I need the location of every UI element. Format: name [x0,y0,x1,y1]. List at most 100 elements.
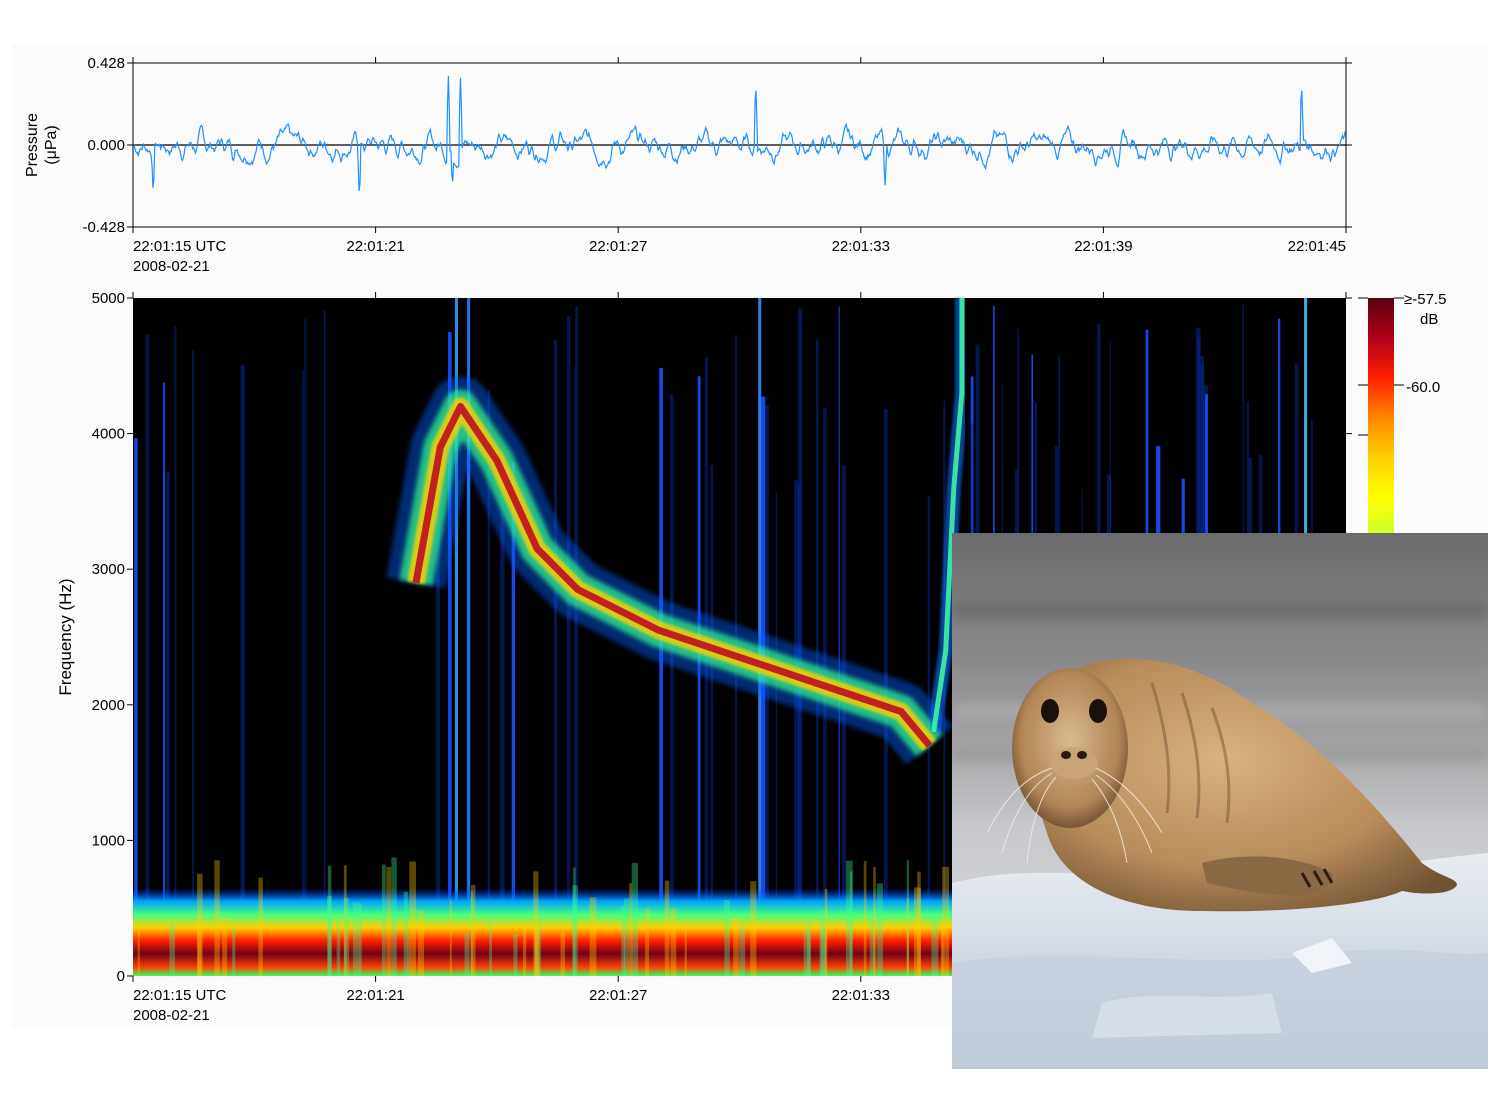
spectrogram-low-band-burst [386,866,392,976]
spectrogram-low-band-burst [629,883,633,976]
waveform-xtick-label: 22:01:39 [1074,238,1132,255]
spectrogram-call-trace [386,376,953,765]
spectrogram-low-band-burst [664,880,670,976]
seal-icon [952,533,1488,1069]
spectrogram-click-stripe [566,315,571,976]
spectrogram-low-band-burst [631,862,639,976]
spectrogram-low-band-burst [197,916,202,976]
colorbar-label-max: ≥-57.5 [1404,291,1446,308]
spectrogram-click-stripe [659,367,663,976]
waveform-yticks: 0.428 0.000 -0.428 [82,55,1352,236]
spectrogram-click-stripe [669,394,674,976]
spectrogram-low-band-burst [534,919,540,976]
spectrogram-low-band-burst [407,931,410,976]
spectrogram-low-band-burst [327,896,332,976]
spectrogram-click-stripe [710,464,714,976]
spectrogram-low-band-burst [409,861,417,976]
waveform-ylabel-line: (μPa) [43,125,60,164]
spectrogram-low-band-burst [573,867,576,976]
spectrogram-upsweep-core [931,298,965,733]
spectrogram-click-stripe [775,492,778,976]
colorbar-label-unit: dB [1420,311,1438,328]
spectrogram-click-stripe [553,340,558,976]
spectrogram-low-band-burst [724,900,730,976]
spectrogram-low-band-burst [513,934,518,976]
spectrogram-low-band-burst [196,873,203,976]
spectrogram-click-stripe [511,462,516,977]
spectrogram-low-band-burst [684,923,687,976]
spectrogram-low-band-burst [403,891,409,976]
waveform-ytick-label: 0.000 [87,137,125,154]
spectrogram-low-band-burst [645,908,650,976]
spectrogram-xtick-label: 22:01:27 [589,987,647,1004]
spectrogram-low-band-burst [941,928,944,976]
spectrogram-low-band-burst [917,871,921,976]
spectrogram-low-band-burst [873,866,876,976]
spectrogram-click-stripe [323,310,326,976]
spectrogram-low-band-burst [391,857,397,976]
spectrogram-click-stripe [134,438,138,976]
spectrogram-low-band-burst [869,917,876,976]
spectrogram-low-band-burst [232,927,236,976]
waveform-ylabel: Pressure (μPa) [24,113,60,177]
spectrogram-click-stripe [487,390,491,977]
spectrogram-click-stripe [436,455,441,976]
spectrogram-low-band-burst [489,921,493,976]
spectrogram-click-stripe [794,480,799,976]
spectrogram-low-band-burst [222,917,228,976]
waveform-xtick-label: 22:01:15 UTC [133,238,227,255]
waveform-xtick-sublabel: 2008-02-21 [133,258,210,275]
spectrogram-click-stripe [454,298,458,976]
spectrogram-call-core [412,403,933,748]
spectrogram-ytick-label: 5000 [92,290,125,307]
spectrogram-low-band-burst [621,906,625,976]
spectrogram-low-band-burst [623,898,629,976]
spectrogram-low-band-burst [942,866,950,976]
spectrogram-low-band-burst [137,928,140,976]
spectrogram-low-band-burst [589,897,597,976]
spectrogram-click-stripe [575,306,578,977]
spectrogram-low-band-burst [417,910,425,976]
spectrogram-upsweep-trace [926,298,969,733]
spectrogram-ytick-label: 4000 [92,426,125,443]
spectrogram-low-band-burst [344,897,350,976]
spectrogram-click-stripe [145,334,150,977]
spectrogram-low-band-burst [906,860,910,976]
spectrogram-low-band-burst [560,932,566,976]
spectrogram-low-band-burst [733,917,739,976]
spectrogram-ylabel: Frequency (Hz) [56,578,75,695]
spectrogram-low-band-burst [336,921,341,976]
waveform-ytick-label: -0.428 [82,219,125,236]
spectrogram-xtick-sublabel: 2008-02-21 [133,1007,210,1024]
waveform-xtick-label: 22:01:45 [1288,238,1346,255]
spectrogram-low-band-burst [849,871,853,976]
waveform-ytick-label: 0.428 [87,55,125,72]
spectrogram-low-band-burst [352,902,360,976]
spectrogram-click-stripe [500,455,505,976]
waveform-ylabel-line: Pressure [24,113,41,177]
spectrogram-low-band-burst [327,865,332,976]
spectrogram-click-stripe [304,319,307,976]
spectrogram-low-band-burst [343,865,347,976]
spectrogram-click-stripe [574,366,576,976]
spectrogram-xtick-label: 22:01:15 UTC [133,987,227,1004]
spectrogram-click-stripe [467,298,471,976]
spectrogram-low-band-burst [820,909,827,976]
waveform-xticks: 22:01:15 UTC 2008-02-21 22:01:21 22:01:27 22… [132,57,1347,275]
waveform-xtick-label: 22:01:33 [832,238,890,255]
spectrogram-xtick-label: 22:01:33 [832,987,890,1004]
spectrogram-low-band-burst [807,920,812,976]
spectrogram-low-band-burst [750,881,757,976]
spectrogram-low-band-burst [931,915,939,976]
spectrogram-low-band-burst [572,885,578,976]
spectrogram-low-band-burst [258,877,263,976]
spectrogram-low-band-burst [214,860,220,976]
spectrogram-low-band-burst [470,890,473,976]
waveform-plot-frame [132,62,1347,228]
spectrogram-xtick-label: 22:01:21 [346,987,404,1004]
spectrogram-click-stripe [302,369,304,976]
colorbar: ≥-57.5 dB -60.0 [1358,291,1446,538]
spectrogram-click-stripe [174,325,177,977]
spectrogram-low-band-burst [670,908,677,976]
